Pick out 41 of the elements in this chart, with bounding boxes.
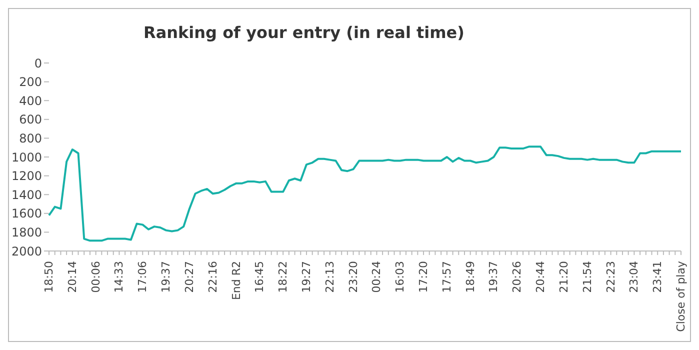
y-tick-label: 0 [34, 56, 42, 70]
y-tick-label: 400 [19, 94, 42, 108]
line-series [48, 146, 682, 242]
x-tick-label: 17:06 [136, 261, 150, 293]
x-tick-label: 20:44 [534, 261, 548, 293]
chart-title: Ranking of your entry (in real time) [142, 23, 466, 42]
x-tick-label: Close of play [674, 260, 688, 332]
x-tick-label: 19:37 [160, 261, 173, 293]
x-tick-label: 18:50 [42, 261, 56, 293]
x-tick-label: 22:13 [323, 261, 336, 293]
x-tick-label: 20:27 [182, 261, 196, 293]
x-tick-label: 17:20 [417, 261, 430, 293]
y-tick-label: 1000 [11, 150, 42, 164]
x-tick-label: 00:06 [89, 261, 102, 293]
x-tick-label: 20:14 [66, 261, 79, 293]
y-tick-label: 600 [19, 112, 42, 127]
x-tick-label: 19:27 [300, 261, 313, 293]
x-tick-label: 14:33 [112, 261, 126, 293]
x-tick-label: 21:20 [557, 261, 570, 293]
x-tick-label: 18:22 [276, 261, 290, 293]
y-tick-label: 1400 [11, 188, 42, 202]
x-tick-label: 18:49 [464, 261, 477, 293]
x-tick-label: 23:04 [628, 261, 641, 293]
x-tick-label: 23:20 [346, 261, 360, 293]
x-tick-label: 16:03 [394, 261, 407, 293]
y-tick-label: 200 [19, 75, 42, 90]
x-tick-label: 20:26 [510, 261, 524, 293]
y-tick-label: 1200 [11, 169, 42, 184]
y-tick-label: 1800 [11, 225, 42, 240]
x-tick-label: 22:23 [604, 261, 618, 293]
x-tick-label: 16:45 [253, 261, 266, 293]
y-tick-label: 1600 [11, 206, 42, 221]
x-tick-label: 21:54 [580, 261, 594, 293]
x-tick-label: 22:16 [206, 261, 220, 293]
y-tick-label: 800 [19, 131, 42, 146]
x-tick-label: 23:41 [651, 261, 664, 293]
x-tick-label: 17:57 [440, 261, 454, 293]
y-tick-label: 2000 [11, 244, 42, 258]
x-tick-label: 19:37 [487, 261, 500, 293]
x-tick-label: 00:24 [370, 261, 384, 293]
x-tick-label: End R2 [230, 261, 243, 300]
